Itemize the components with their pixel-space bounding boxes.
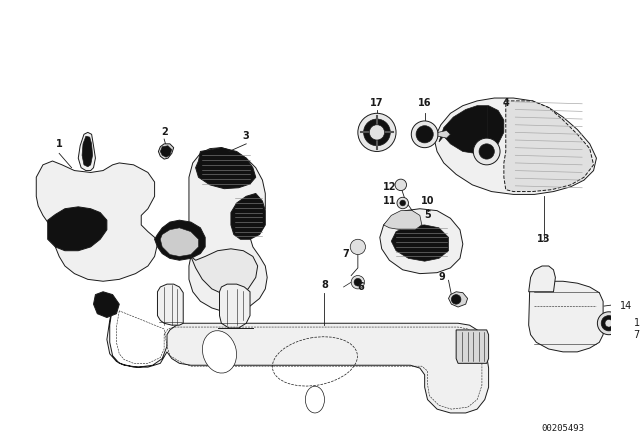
Polygon shape (82, 136, 93, 167)
Circle shape (597, 312, 620, 335)
Polygon shape (48, 207, 107, 251)
Polygon shape (391, 225, 449, 261)
Polygon shape (107, 306, 488, 413)
Text: 5: 5 (424, 211, 431, 220)
Circle shape (412, 121, 438, 148)
Text: 10: 10 (420, 196, 435, 206)
Polygon shape (78, 133, 95, 171)
Polygon shape (161, 228, 198, 256)
Polygon shape (220, 284, 250, 328)
Polygon shape (504, 101, 593, 192)
Text: 1: 1 (56, 139, 63, 149)
Polygon shape (380, 209, 463, 274)
Circle shape (397, 197, 408, 209)
Circle shape (350, 239, 365, 254)
Text: 14: 14 (620, 301, 632, 311)
Polygon shape (383, 211, 422, 230)
Ellipse shape (305, 386, 324, 413)
Circle shape (605, 319, 612, 327)
Polygon shape (155, 220, 205, 260)
Text: 00205493: 00205493 (541, 424, 584, 433)
Polygon shape (529, 281, 603, 352)
Polygon shape (438, 130, 451, 138)
Polygon shape (529, 266, 556, 292)
Circle shape (479, 144, 494, 159)
Circle shape (364, 119, 390, 146)
Circle shape (451, 295, 461, 304)
Text: 15: 15 (634, 318, 640, 328)
Polygon shape (434, 98, 596, 194)
Circle shape (369, 125, 385, 140)
Circle shape (354, 278, 362, 286)
Text: 7: 7 (634, 330, 640, 340)
Text: 6: 6 (357, 282, 364, 292)
Circle shape (358, 113, 396, 151)
Text: 8: 8 (321, 280, 328, 290)
Text: 17: 17 (370, 98, 384, 108)
Text: 7: 7 (342, 249, 349, 258)
Text: 13: 13 (537, 234, 550, 244)
Polygon shape (456, 330, 488, 363)
Polygon shape (191, 249, 258, 295)
Polygon shape (439, 106, 504, 153)
Text: 3: 3 (243, 131, 250, 141)
Text: 11: 11 (383, 196, 396, 206)
Circle shape (416, 126, 433, 143)
Polygon shape (157, 284, 183, 325)
Polygon shape (161, 146, 172, 157)
Polygon shape (196, 148, 256, 189)
Polygon shape (159, 144, 173, 159)
Text: 16: 16 (418, 98, 431, 108)
Circle shape (351, 276, 365, 289)
Text: 4: 4 (502, 98, 509, 108)
Circle shape (601, 315, 616, 331)
Polygon shape (189, 148, 268, 312)
Text: 9: 9 (439, 272, 445, 282)
Circle shape (400, 200, 406, 206)
Text: 12: 12 (383, 182, 396, 192)
Polygon shape (449, 292, 468, 307)
Polygon shape (93, 292, 119, 318)
Ellipse shape (202, 331, 237, 373)
Polygon shape (36, 161, 157, 281)
Circle shape (474, 138, 500, 165)
Circle shape (395, 179, 406, 190)
Polygon shape (231, 194, 266, 239)
Text: 2: 2 (161, 127, 168, 138)
